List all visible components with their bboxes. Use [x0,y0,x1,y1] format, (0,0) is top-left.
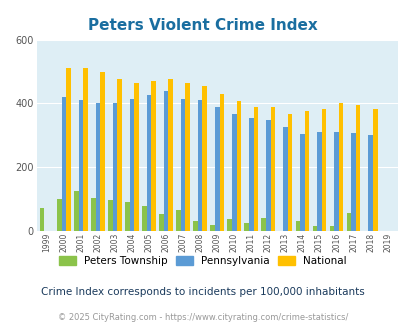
Bar [219,94,224,231]
Bar [329,226,333,231]
Bar [321,109,326,231]
Bar [333,132,338,231]
Bar [125,202,129,231]
Bar [236,102,241,231]
Bar [282,127,287,231]
Bar [231,114,236,231]
Bar [40,208,45,231]
Bar [270,107,275,231]
Text: Crime Index corresponds to incidents per 100,000 inhabitants: Crime Index corresponds to incidents per… [41,287,364,297]
Bar [214,107,219,231]
Bar [350,133,355,231]
Bar [227,219,231,231]
Bar [253,107,258,231]
Bar [193,221,197,231]
Bar [163,91,168,231]
Legend: Peters Township, Pennsylvania, National: Peters Township, Pennsylvania, National [56,253,349,269]
Bar [261,217,265,231]
Bar [202,86,207,231]
Bar [78,100,83,231]
Bar [210,225,214,231]
Bar [142,206,146,231]
Bar [185,82,190,231]
Bar [159,214,163,231]
Bar [151,81,156,231]
Text: Peters Violent Crime Index: Peters Violent Crime Index [88,18,317,33]
Bar [355,105,360,231]
Bar [346,214,350,231]
Bar [95,103,100,231]
Text: © 2025 CityRating.com - https://www.cityrating.com/crime-statistics/: © 2025 CityRating.com - https://www.city… [58,313,347,322]
Bar [244,223,248,231]
Bar [295,221,299,231]
Bar [304,111,309,231]
Bar [83,68,87,231]
Bar [66,68,70,231]
Bar [62,97,66,231]
Bar [372,109,377,231]
Bar [146,95,151,231]
Bar [265,120,270,231]
Bar [197,100,202,231]
Bar [108,200,112,231]
Bar [74,191,78,231]
Bar [117,80,121,231]
Bar [168,80,173,231]
Bar [112,103,117,231]
Bar [367,135,372,231]
Bar [57,199,62,231]
Bar [287,114,292,231]
Bar [299,134,304,231]
Bar [100,72,104,231]
Bar [312,226,316,231]
Bar [176,210,180,231]
Bar [338,103,343,231]
Bar [180,99,185,231]
Bar [134,83,139,231]
Bar [129,99,134,231]
Bar [248,118,253,231]
Bar [316,132,321,231]
Bar [91,197,95,231]
